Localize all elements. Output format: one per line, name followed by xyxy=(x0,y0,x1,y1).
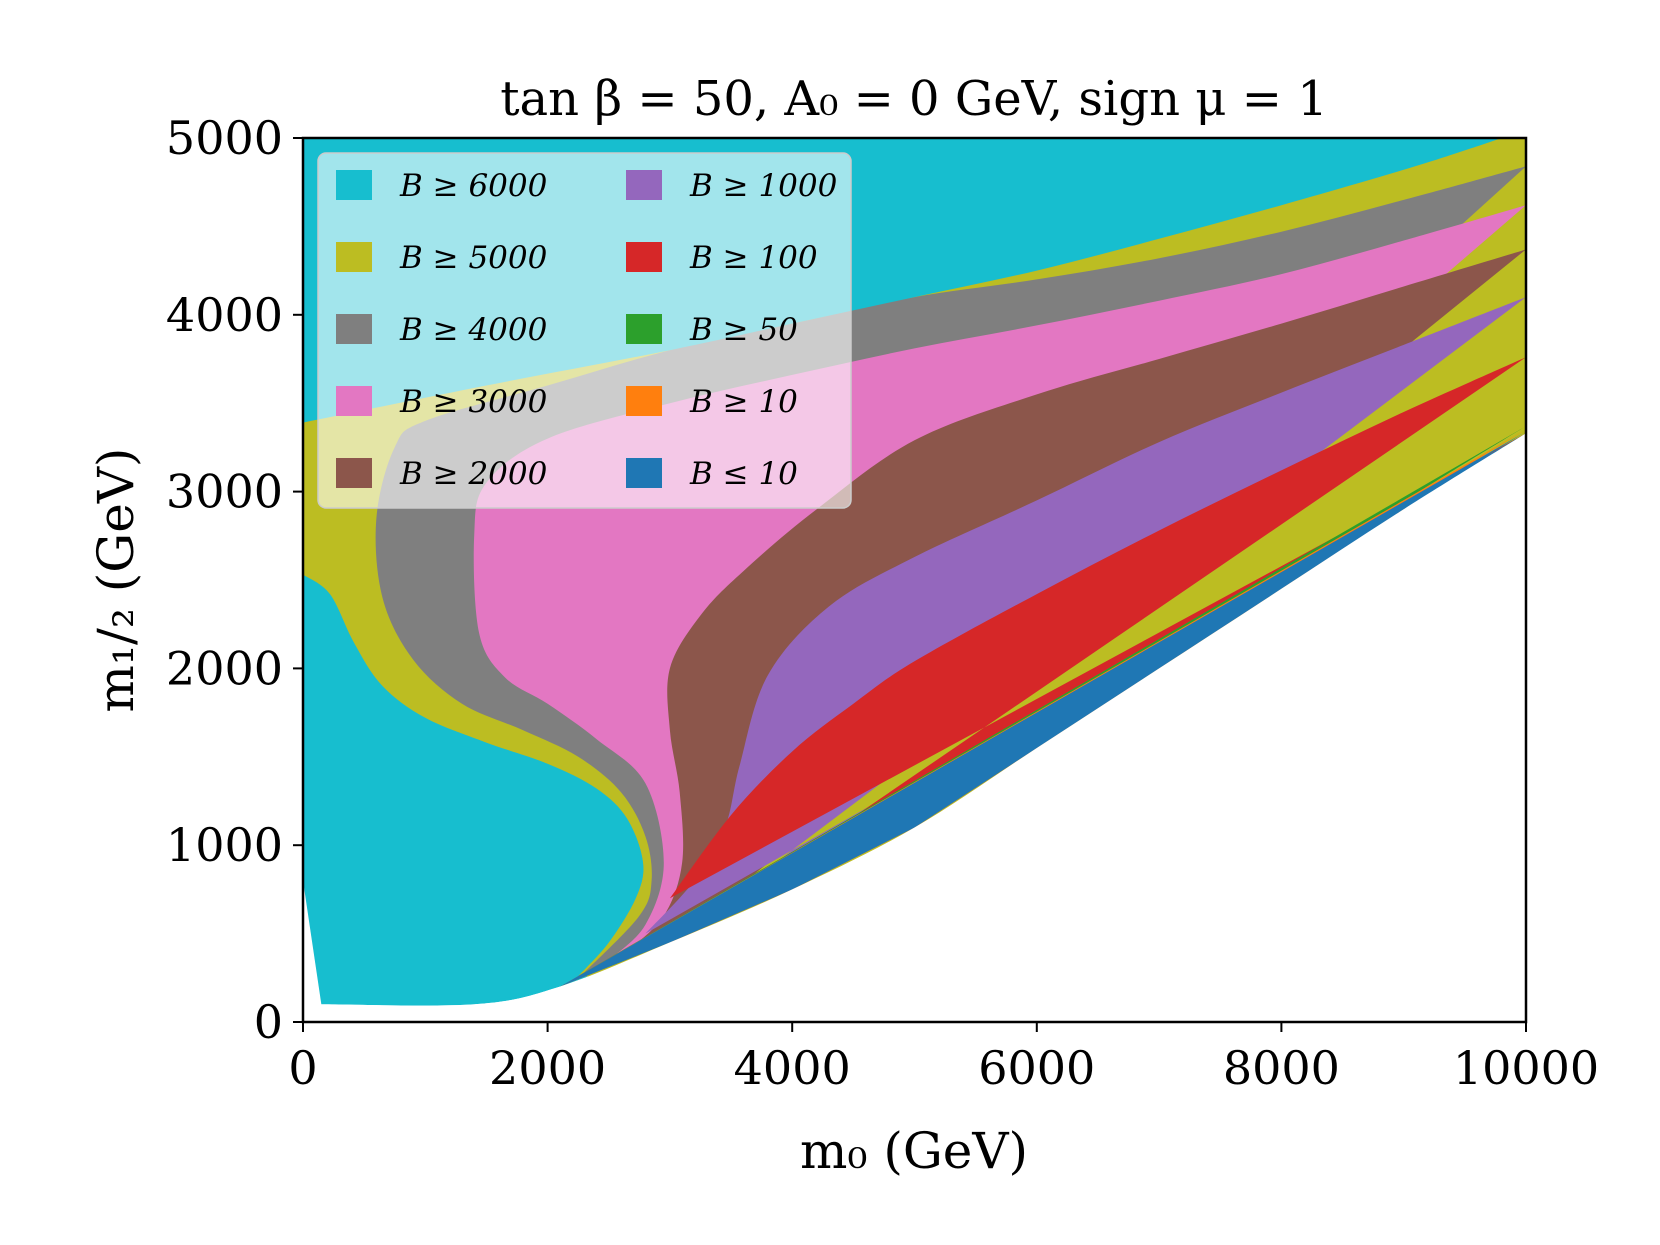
legend-swatch-b-ge-4000 xyxy=(336,314,372,344)
legend-label-b-ge-5000: B ≥ 5000 xyxy=(399,240,547,276)
legend-swatch-b-ge-2000 xyxy=(336,458,372,488)
x-tick-label: 8000 xyxy=(1223,1041,1340,1095)
legend-swatch-b-ge-50 xyxy=(626,314,662,344)
legend-frame xyxy=(317,152,852,509)
legend-label-b-ge-10: B ≥ 10 xyxy=(689,384,798,420)
y-tick-label: 5000 xyxy=(166,111,283,165)
chart-title: tan β = 50, A₀ = 0 GeV, sign μ = 1 xyxy=(500,71,1327,127)
y-tick-label: 0 xyxy=(254,995,283,1049)
legend: B ≥ 6000 B ≥ 5000 B ≥ 4000 B ≥ 3000 B ≥ 2000… xyxy=(317,152,852,509)
legend-label-b-ge-3000: B ≥ 3000 xyxy=(399,384,547,420)
legend-label-b-ge-100: B ≥ 100 xyxy=(689,240,818,276)
x-tick-label: 2000 xyxy=(489,1041,606,1095)
y-tick-label: 2000 xyxy=(166,641,283,695)
legend-swatch-b-ge-6000 xyxy=(336,170,372,200)
region-pocket-b-ge-6000 xyxy=(303,574,644,1005)
x-tick-label: 10000 xyxy=(1453,1041,1599,1095)
excluded-region xyxy=(321,433,1526,1022)
legend-swatch-b-ge-10 xyxy=(626,386,662,416)
legend-label-b-ge-50: B ≥ 50 xyxy=(689,312,798,348)
legend-swatch-b-ge-5000 xyxy=(336,242,372,272)
y-axis-label: m₁/₂ (GeV) xyxy=(87,448,145,713)
y-tick-label: 4000 xyxy=(166,288,283,342)
excluded-region-left xyxy=(303,880,322,1022)
x-axis: 0 2000 4000 6000 8000 10000 xyxy=(288,1022,1599,1095)
legend-label-b-le-10: B ≤ 10 xyxy=(689,456,798,492)
x-tick-label: 0 xyxy=(288,1041,317,1095)
x-axis-label: m₀ (GeV) xyxy=(800,1122,1028,1180)
region-b-le-10 xyxy=(559,431,1526,987)
legend-label-b-ge-2000: B ≥ 2000 xyxy=(399,456,547,492)
plot-frame xyxy=(301,136,1528,1024)
region-b-ge-50 xyxy=(559,426,1526,987)
legend-swatch-b-ge-1000 xyxy=(626,170,662,200)
legend-swatch-b-ge-3000 xyxy=(336,386,372,416)
region-b-ge-10 xyxy=(559,429,1526,987)
legend-label-b-ge-1000: B ≥ 1000 xyxy=(689,168,837,204)
legend-label-b-ge-4000: B ≥ 4000 xyxy=(399,312,547,348)
x-tick-label: 4000 xyxy=(734,1041,851,1095)
legend-label-b-ge-6000: B ≥ 6000 xyxy=(399,168,547,204)
region-b-ge-100 xyxy=(669,357,1526,943)
x-tick-label: 6000 xyxy=(978,1041,1095,1095)
y-tick-label: 3000 xyxy=(166,465,283,519)
legend-swatch-b-ge-100 xyxy=(626,242,662,272)
y-axis: 0 1000 2000 3000 4000 5000 xyxy=(166,111,303,1049)
legend-swatch-b-le-10 xyxy=(626,458,662,488)
y-tick-label: 1000 xyxy=(166,818,283,872)
